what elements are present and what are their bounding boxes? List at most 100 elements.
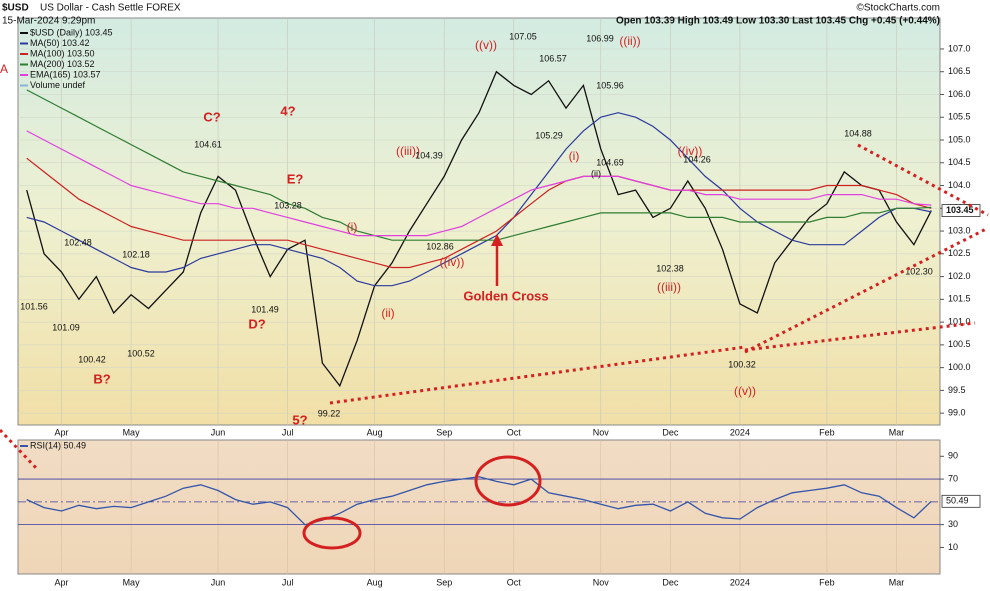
wave-label: ((iv)): [678, 144, 703, 158]
wave-label: Golden Cross: [463, 288, 548, 303]
wave-label: A: [0, 62, 8, 76]
price-label: 106.57: [539, 53, 567, 63]
price-label: 107.05: [509, 31, 537, 41]
y-tick-label: 10: [948, 542, 958, 552]
legend-label: RSI(14) 50.49: [30, 440, 86, 450]
y-tick-label: 102.0: [948, 271, 971, 281]
x-tick-label: May: [123, 427, 141, 437]
price-label: 101.49: [251, 304, 279, 314]
wave-label: 4?: [280, 103, 295, 118]
x-tick-label: Dec: [662, 577, 679, 587]
x-tick-label: Feb: [819, 427, 835, 437]
y-tick-label: 104.5: [948, 157, 971, 167]
plot-layer: Apr Apr May May Jun Jun Jul Jul Aug Aug Sep Sep Oct O…: [0, 18, 981, 587]
x-tick-label: Jun: [211, 577, 226, 587]
wave-label: B?: [93, 371, 110, 386]
x-tick-label: Jul: [282, 577, 294, 587]
wave-label: ((iii)): [396, 144, 420, 158]
wave-label: ((iii)): [657, 280, 681, 294]
price-label: 100.42: [78, 354, 106, 364]
wave-label: ((iv)): [440, 255, 465, 269]
y-tick-label: 70: [948, 473, 958, 483]
price-line: [26, 70, 932, 388]
value-badge-label: 50.49: [946, 496, 969, 506]
price-label: 104.88: [844, 128, 872, 138]
x-tick-label: Apr: [54, 427, 68, 437]
y-tick-label: 90: [948, 451, 958, 461]
x-tick-label: Sep: [436, 427, 452, 437]
wave-label: (ii): [591, 168, 601, 178]
x-tick-label: Jun: [211, 427, 226, 437]
price-label: 104.69: [596, 157, 624, 167]
highlight-circle: [302, 516, 362, 550]
y-tick-label: 99.5: [948, 385, 966, 395]
price-label: 100.32: [728, 359, 756, 369]
wave-label: ((v)): [475, 38, 497, 52]
y-tick-label: 105.5: [948, 112, 971, 122]
y-tick-label: 101.5: [948, 294, 971, 304]
y-tick-label: 101.0: [948, 316, 971, 326]
wave-label: ((v)): [734, 384, 756, 398]
price-label: 99.22: [318, 408, 341, 418]
trendline: [0, 428, 40, 472]
legend-label: MA(200) 103.52: [30, 59, 95, 69]
wave-label: E?: [287, 171, 304, 186]
y-tick-label: 106.0: [948, 89, 971, 99]
y-tick-label: 102.5: [948, 248, 971, 258]
wave-label: ((ii)): [619, 34, 640, 48]
y-tick-label: 103.0: [948, 225, 971, 235]
y-tick-label: 100.0: [948, 362, 971, 372]
price-label: 101.09: [52, 322, 80, 332]
x-tick-label: Oct: [507, 427, 522, 437]
legend-label: $USD (Daily) 103.45: [30, 27, 113, 37]
x-tick-label: May: [123, 577, 141, 587]
value-badge: [941, 494, 981, 508]
x-tick-label: Dec: [662, 427, 679, 437]
y-tick-label: 105.0: [948, 134, 971, 144]
wave-label: (i): [569, 149, 580, 163]
y-tick-label: 107.0: [948, 43, 971, 53]
quote: Open 103.39 High 103.49 Low 103.30 Last …: [616, 16, 940, 27]
price-label: 100.52: [127, 348, 155, 358]
y-tick-label: 100.5: [948, 339, 971, 349]
wave-label: C?: [203, 109, 220, 124]
price-label: 102.86: [426, 241, 454, 251]
series-line: [26, 476, 932, 526]
price-label: 106.99: [586, 33, 614, 43]
wave-label: 5?: [292, 412, 307, 427]
subtitle: US Dollar - Cash Settle FOREX: [40, 3, 181, 14]
legend-label: EMA(165) 103.57: [30, 69, 101, 79]
x-tick-label: Mar: [889, 427, 905, 437]
wave-label: (ii): [381, 306, 394, 320]
date: 15-Mar-2024 9:29pm: [2, 16, 95, 27]
legend-label: MA(100) 103.50: [30, 48, 95, 58]
value-badge: [941, 204, 981, 217]
wave-label: D?: [248, 316, 265, 331]
series-line: [26, 112, 932, 287]
x-tick-label: 2024: [730, 577, 750, 587]
y-tick-label: 106.5: [948, 66, 971, 76]
x-tick-label: 2024: [730, 427, 750, 437]
price-label: 104.39: [415, 150, 443, 160]
price-label: 105.96: [596, 80, 624, 90]
x-tick-label: Sep: [436, 577, 452, 587]
price-label: 103.28: [274, 200, 302, 210]
x-tick-label: Jul: [282, 427, 294, 437]
price-label: 105.29: [535, 130, 563, 140]
price-label: 102.48: [64, 237, 92, 247]
x-tick-label: Mar: [889, 577, 905, 587]
x-tick-label: Nov: [593, 577, 610, 587]
price-label: 104.26: [683, 154, 711, 164]
x-tick-label: Oct: [507, 577, 522, 587]
price-label: 102.38: [656, 263, 684, 273]
highlight-circle: [474, 455, 542, 507]
series-line: [26, 130, 932, 237]
symbol: $USD: [2, 3, 29, 14]
price-label: 101.56: [20, 301, 48, 311]
series-line: [26, 89, 932, 241]
x-tick-label: Aug: [367, 427, 383, 437]
x-tick-label: Aug: [367, 577, 383, 587]
wave-label: (i): [347, 220, 358, 234]
